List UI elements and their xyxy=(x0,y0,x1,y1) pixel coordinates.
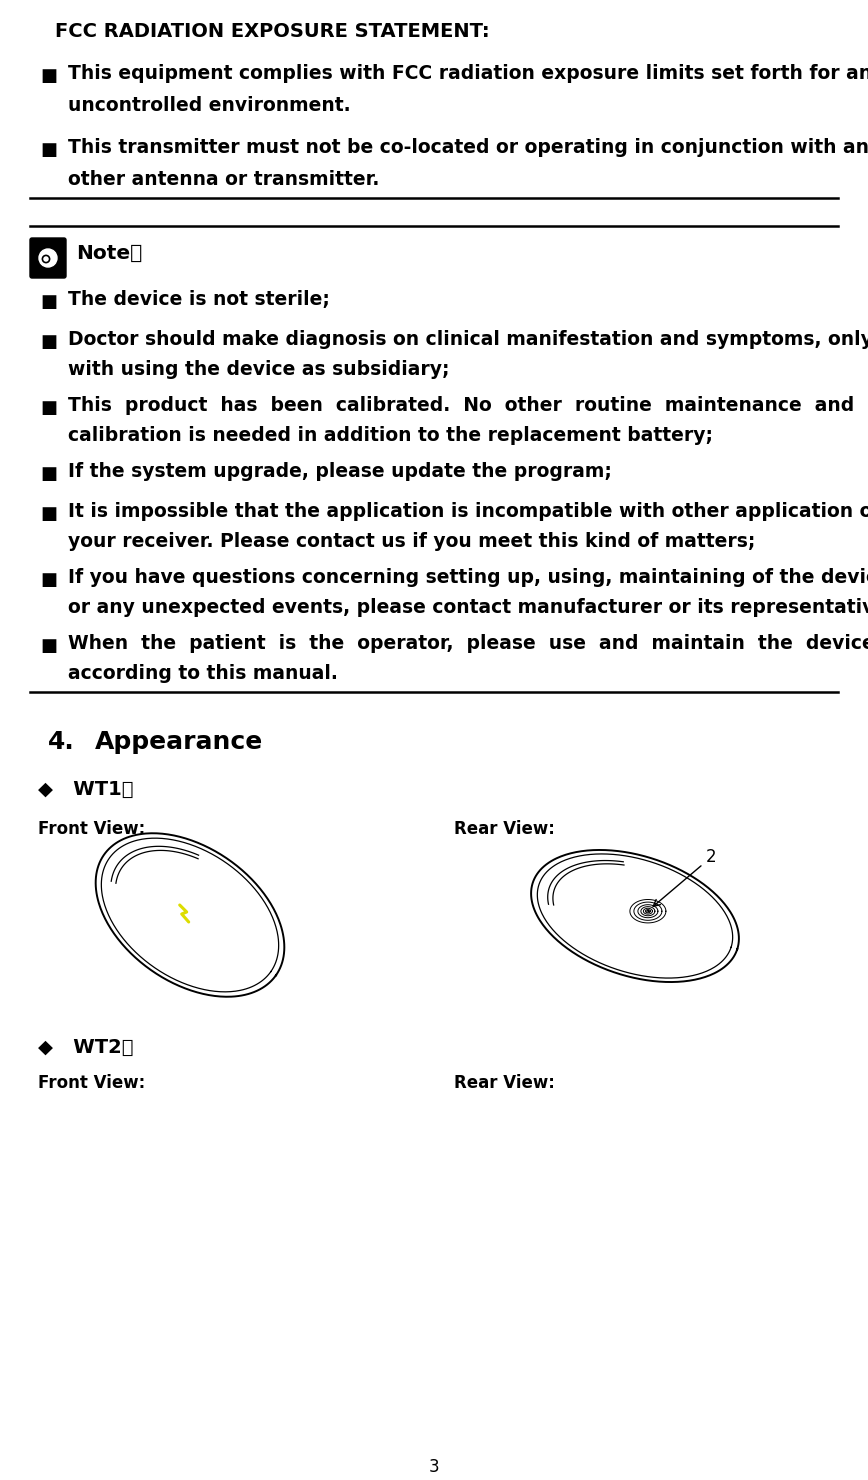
Text: ◆   WT2：: ◆ WT2： xyxy=(38,1037,134,1057)
Text: ■: ■ xyxy=(40,67,57,84)
Text: Rear View:: Rear View: xyxy=(454,820,555,838)
Text: This  product  has  been  calibrated.  No  other  routine  maintenance  and: This product has been calibrated. No oth… xyxy=(68,397,854,414)
Text: ■: ■ xyxy=(40,636,57,656)
Circle shape xyxy=(39,249,57,266)
Text: If you have questions concerning setting up, using, maintaining of the device: If you have questions concerning setting… xyxy=(68,568,868,588)
Text: ■: ■ xyxy=(40,465,57,482)
Text: ■: ■ xyxy=(40,400,57,417)
Text: Rear View:: Rear View: xyxy=(454,1074,555,1092)
Text: with using the device as subsidiary;: with using the device as subsidiary; xyxy=(68,360,450,379)
Text: Doctor should make diagnosis on clinical manifestation and symptoms, only: Doctor should make diagnosis on clinical… xyxy=(68,330,868,349)
Text: It is impossible that the application is incompatible with other application on: It is impossible that the application is… xyxy=(68,502,868,521)
Text: 3: 3 xyxy=(429,1458,439,1476)
Text: other antenna or transmitter.: other antenna or transmitter. xyxy=(68,170,379,189)
Text: uncontrolled environment.: uncontrolled environment. xyxy=(68,96,351,115)
Text: Appearance: Appearance xyxy=(95,730,263,753)
Text: your receiver. Please contact us if you meet this kind of matters;: your receiver. Please contact us if you … xyxy=(68,531,755,551)
Text: Front View:: Front View: xyxy=(38,820,145,838)
Text: calibration is needed in addition to the replacement battery;: calibration is needed in addition to the… xyxy=(68,426,713,445)
Text: ■: ■ xyxy=(40,505,57,522)
Text: or any unexpected events, please contact manufacturer or its representatives.: or any unexpected events, please contact… xyxy=(68,598,868,617)
Text: according to this manual.: according to this manual. xyxy=(68,665,338,682)
Circle shape xyxy=(36,247,60,269)
Text: Note：: Note： xyxy=(76,244,142,263)
Text: The device is not sterile;: The device is not sterile; xyxy=(68,290,330,309)
Text: If the system upgrade, please update the program;: If the system upgrade, please update the… xyxy=(68,462,612,481)
Text: This transmitter must not be co-located or operating in conjunction with any: This transmitter must not be co-located … xyxy=(68,138,868,157)
Text: ■: ■ xyxy=(40,141,57,158)
Text: FCC RADIATION EXPOSURE STATEMENT:: FCC RADIATION EXPOSURE STATEMENT: xyxy=(55,22,490,41)
Text: ■: ■ xyxy=(40,571,57,589)
Text: ■: ■ xyxy=(40,293,57,311)
Text: Front View:: Front View: xyxy=(38,1074,145,1092)
FancyBboxPatch shape xyxy=(30,238,66,278)
Text: This equipment complies with FCC radiation exposure limits set forth for an: This equipment complies with FCC radiati… xyxy=(68,64,868,83)
Text: When  the  patient  is  the  operator,  please  use  and  maintain  the  device: When the patient is the operator, please… xyxy=(68,633,868,653)
Text: ◆   WT1：: ◆ WT1： xyxy=(38,780,134,799)
Text: 2: 2 xyxy=(654,848,716,906)
Text: ■: ■ xyxy=(40,333,57,351)
Text: 4.: 4. xyxy=(48,730,75,753)
